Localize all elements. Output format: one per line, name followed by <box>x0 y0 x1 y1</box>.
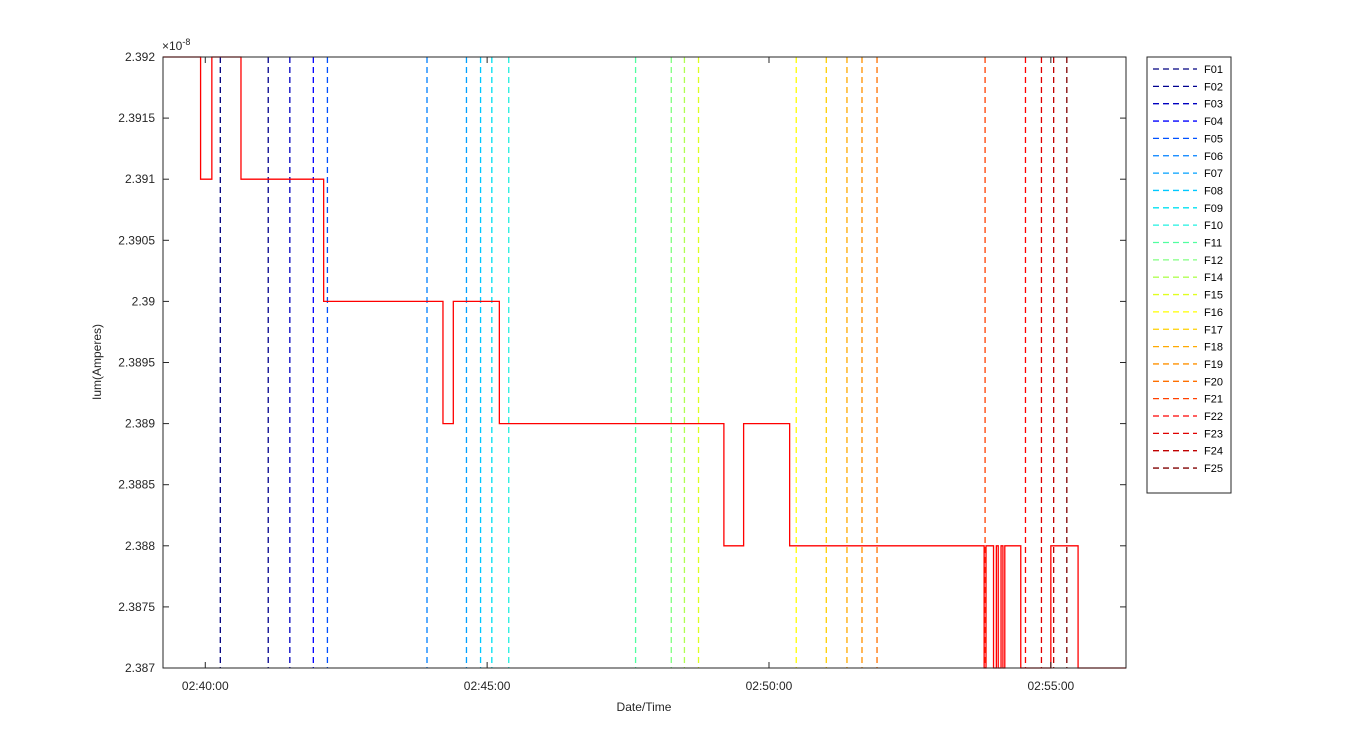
legend-item-f20[interactable]: F20 <box>1153 376 1223 388</box>
y-tick-label: 2.3915 <box>118 111 155 125</box>
legend-label: F04 <box>1204 116 1223 128</box>
legend-label: F24 <box>1204 446 1223 458</box>
y-tick-label: 2.388 <box>125 539 155 553</box>
legend-label: F09 <box>1204 203 1223 215</box>
legend-label: F12 <box>1204 255 1223 267</box>
legend-item-f01[interactable]: F01 <box>1153 64 1223 76</box>
x-tick-label: 02:50:00 <box>746 679 793 693</box>
legend-label: F20 <box>1204 376 1223 388</box>
legend-item-f14[interactable]: F14 <box>1153 272 1223 284</box>
legend-item-f19[interactable]: F19 <box>1153 359 1223 371</box>
legend-item-f18[interactable]: F18 <box>1153 342 1223 354</box>
legend-item-f05[interactable]: F05 <box>1153 133 1223 145</box>
y-axis-label: Ium(Amperes) <box>90 324 104 400</box>
y-tick-label: 2.3885 <box>118 478 155 492</box>
legend-label: F15 <box>1204 290 1223 302</box>
legend-item-f15[interactable]: F15 <box>1153 290 1223 302</box>
legend-item-f22[interactable]: F22 <box>1153 411 1223 423</box>
legend-item-f16[interactable]: F16 <box>1153 307 1223 319</box>
legend-label: F14 <box>1204 272 1223 284</box>
legend-label: F16 <box>1204 307 1223 319</box>
y-axis: 2.387 2.3875 2.388 2.3885 2.389 2.3895 2.39 2.3… <box>118 50 1126 675</box>
y-tick-label: 2.387 <box>125 661 155 675</box>
legend-label: F19 <box>1204 359 1223 371</box>
legend-label: F11 <box>1204 238 1222 250</box>
legend-item-f10[interactable]: F10 <box>1153 220 1223 232</box>
legend-label: F17 <box>1204 324 1223 336</box>
legend-item-f23[interactable]: F23 <box>1153 428 1223 440</box>
legend-label: F08 <box>1204 185 1223 197</box>
legend[interactable]: F01 F02 F03 F04 F05 F06 F07 F08 F09 F10 F11 F12 F14 F… <box>1146 56 1232 494</box>
series-layer <box>163 56 1126 669</box>
y-tick-label: 2.3905 <box>118 233 155 247</box>
legend-item-f07[interactable]: F07 <box>1153 168 1223 180</box>
legend-label: F22 <box>1204 411 1223 423</box>
legend-item-f21[interactable]: F21 <box>1153 394 1223 406</box>
y-tick-label: 2.391 <box>125 172 155 186</box>
legend-label: F21 <box>1204 394 1223 406</box>
legend-label: F05 <box>1204 133 1223 145</box>
x-tick-label: 02:45:00 <box>464 679 511 693</box>
legend-item-f08[interactable]: F08 <box>1153 185 1223 197</box>
legend-label: F18 <box>1204 342 1223 354</box>
legend-label: F23 <box>1204 428 1223 440</box>
event-lines <box>219 57 1068 668</box>
legend-item-f25[interactable]: F25 <box>1153 463 1223 475</box>
x-axis-label: Date/Time <box>617 700 672 714</box>
y-tick-label: 2.3875 <box>118 600 155 614</box>
x-tick-label: 02:55:00 <box>1027 679 1074 693</box>
x-axis: 02:40:00 02:45:00 02:50:00 02:55:00 <box>182 57 1075 693</box>
y-tick-label: 2.39 <box>132 294 156 308</box>
y-tick-label: 2.389 <box>125 417 155 431</box>
legend-item-f09[interactable]: F09 <box>1153 203 1223 215</box>
legend-label: F07 <box>1204 168 1223 180</box>
legend-item-f11[interactable]: F11 <box>1153 238 1222 250</box>
legend-item-f17[interactable]: F17 <box>1153 324 1223 336</box>
legend-label: F10 <box>1204 220 1223 232</box>
legend-label: F01 <box>1204 64 1223 76</box>
y-exponent-label: ×10-8 <box>162 37 190 53</box>
x-tick-label: 02:40:00 <box>182 679 229 693</box>
series-line-0 <box>163 56 1126 669</box>
legend-item-f06[interactable]: F06 <box>1153 151 1223 163</box>
legend-item-f04[interactable]: F04 <box>1153 116 1223 128</box>
plot-area <box>163 57 1126 668</box>
legend-item-f02[interactable]: F02 <box>1153 81 1223 93</box>
legend-label: F06 <box>1204 151 1223 163</box>
y-tick-label: 2.3895 <box>118 356 155 370</box>
legend-item-f12[interactable]: F12 <box>1153 255 1223 267</box>
y-tick-label: 2.392 <box>125 50 155 64</box>
legend-label: F25 <box>1204 463 1223 475</box>
legend-box <box>1146 56 1232 494</box>
legend-item-f24[interactable]: F24 <box>1153 446 1223 458</box>
legend-label: F03 <box>1204 99 1223 111</box>
legend-item-f03[interactable]: F03 <box>1153 99 1223 111</box>
legend-label: F02 <box>1204 81 1223 93</box>
